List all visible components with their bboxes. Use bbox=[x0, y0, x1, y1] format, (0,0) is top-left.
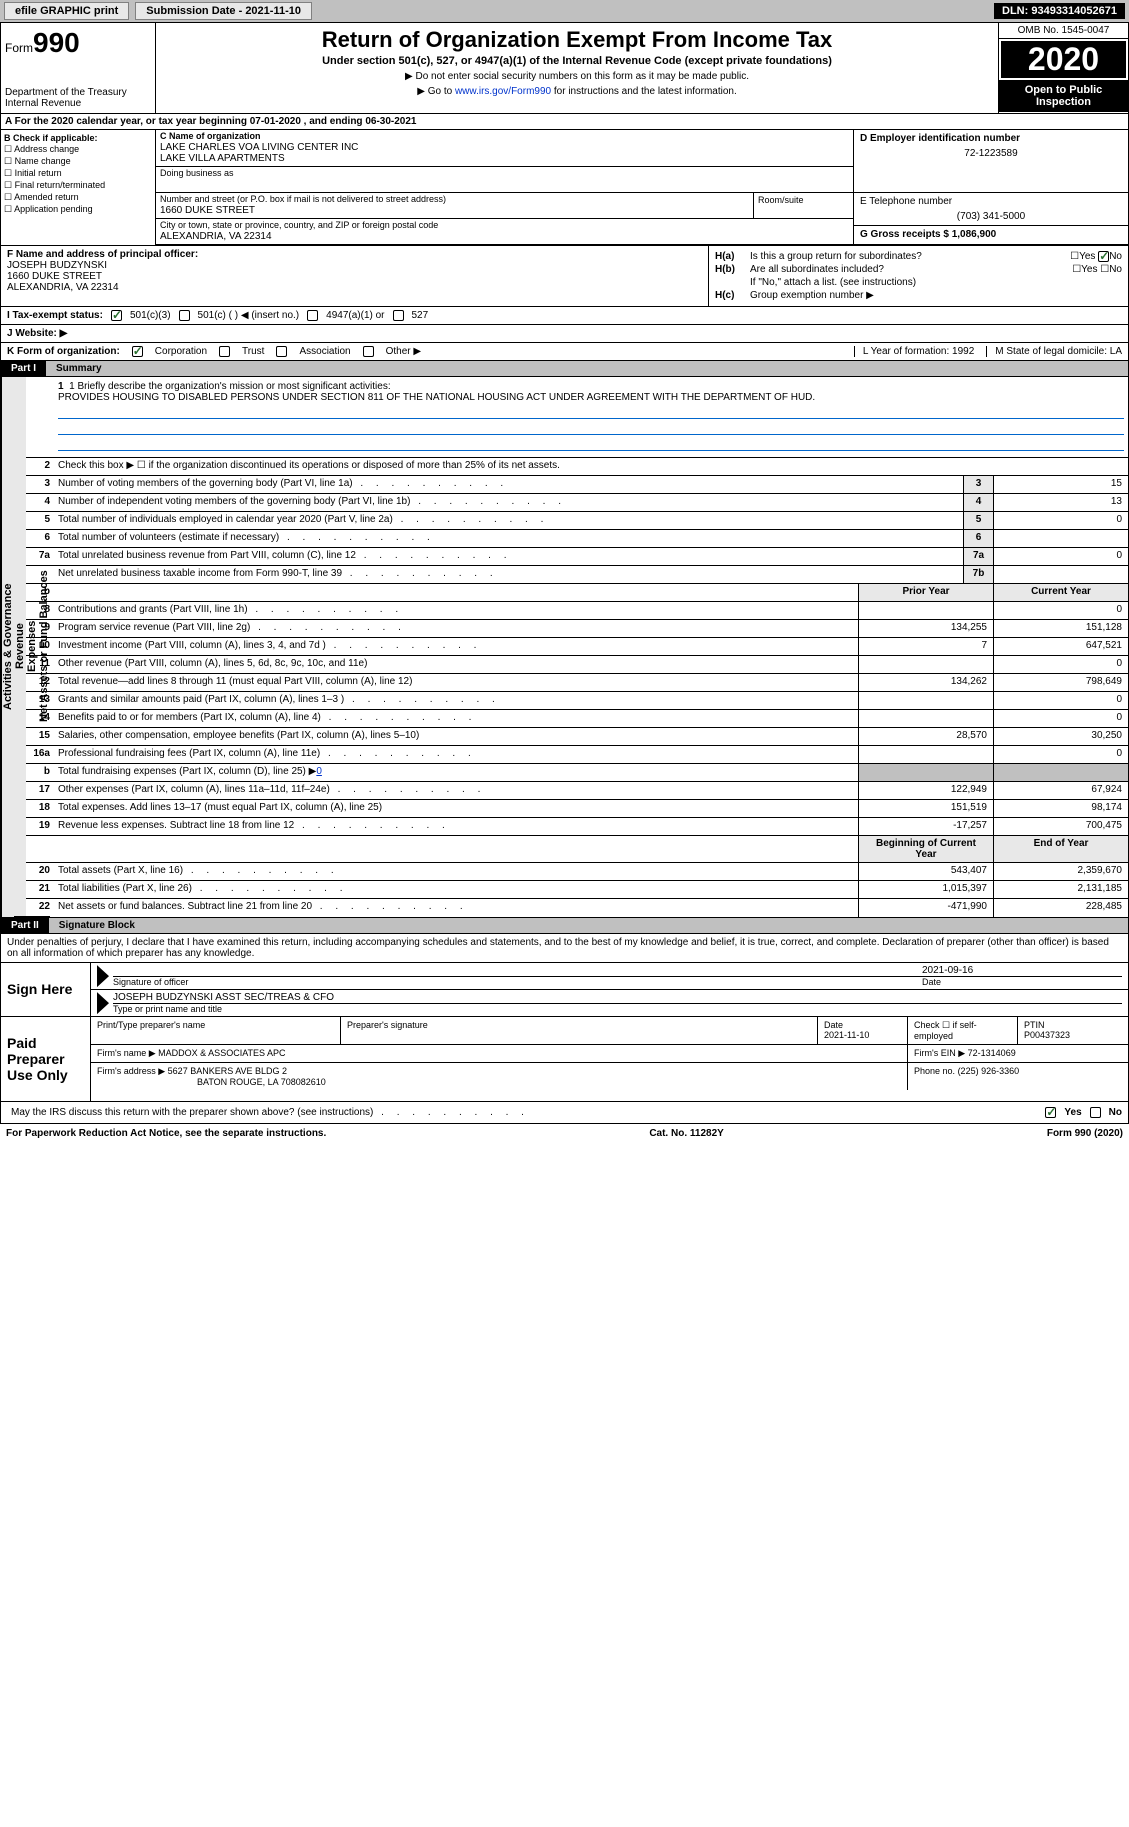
val-4: 13 bbox=[993, 494, 1128, 511]
preparer-date: 2021-11-10 bbox=[824, 1030, 869, 1040]
year-formation: L Year of formation: 1992 bbox=[854, 346, 974, 357]
state-domicile: M State of legal domicile: LA bbox=[986, 346, 1122, 357]
instructions-link-line: ▶ Go to www.irs.gov/Form990 for instruct… bbox=[166, 86, 988, 97]
side-revenue: Revenue bbox=[14, 377, 26, 917]
ein-label: D Employer identification number bbox=[860, 133, 1122, 144]
end-year-header: End of Year bbox=[993, 836, 1128, 862]
page-footer: For Paperwork Reduction Act Notice, see … bbox=[0, 1124, 1129, 1143]
website-row: J Website: ▶ bbox=[0, 325, 1129, 343]
form-header: Form990 Department of the Treasury Inter… bbox=[0, 22, 1129, 114]
discuss-yes-checkbox[interactable] bbox=[1045, 1107, 1056, 1118]
open-to-public: Open to Public Inspection bbox=[999, 80, 1128, 112]
org-name: LAKE CHARLES VOA LIVING CENTER INC LAKE … bbox=[156, 142, 853, 166]
val-3: 15 bbox=[993, 476, 1128, 493]
val-5: 0 bbox=[993, 512, 1128, 529]
officer-name: JOSEPH BUDZYNSKI bbox=[7, 260, 702, 271]
beginning-year-header: Beginning of Current Year bbox=[858, 836, 993, 862]
info-block-bcde: B Check if applicable: ☐ Address change … bbox=[0, 130, 1129, 246]
side-expenses: Expenses bbox=[26, 377, 38, 917]
4947-checkbox[interactable] bbox=[307, 310, 318, 321]
arrow-icon bbox=[97, 992, 109, 1014]
phone-value: (703) 341-5000 bbox=[860, 211, 1122, 222]
tax-exempt-status-row: I Tax-exempt status: 501(c)(3) 501(c) ( … bbox=[0, 307, 1129, 325]
side-net-assets: Net Assets or Fund Balances bbox=[38, 377, 50, 917]
perjury-declaration: Under penalties of perjury, I declare th… bbox=[1, 934, 1128, 962]
val-7a: 0 bbox=[993, 548, 1128, 565]
arrow-icon bbox=[97, 965, 109, 987]
org-name-label: C Name of organization bbox=[156, 130, 853, 142]
signature-block: Under penalties of perjury, I declare th… bbox=[0, 934, 1129, 1124]
form-title: Return of Organization Exempt From Incom… bbox=[166, 27, 988, 53]
sign-here-label: Sign Here bbox=[1, 963, 91, 1016]
trust-checkbox[interactable] bbox=[219, 346, 230, 357]
city-label: City or town, state or province, country… bbox=[156, 219, 853, 231]
current-year-header: Current Year bbox=[993, 584, 1128, 601]
box-b: B Check if applicable: ☐ Address change … bbox=[1, 130, 156, 245]
ssn-warning: ▶ Do not enter social security numbers o… bbox=[166, 71, 988, 82]
calendar-year-line: A For the 2020 calendar year, or tax yea… bbox=[0, 114, 1129, 130]
gross-receipts: G Gross receipts $ 1,086,900 bbox=[854, 226, 1128, 243]
signature-date: 2021-09-16 bbox=[922, 965, 1122, 976]
corporation-checkbox[interactable] bbox=[132, 346, 143, 357]
form-of-org-row: K Form of organization: Corporation Trus… bbox=[0, 343, 1129, 361]
phone-label: E Telephone number bbox=[860, 196, 1122, 207]
part-1-header: Part I Summary bbox=[0, 361, 1129, 377]
part-2-header: Part II Signature Block bbox=[0, 918, 1129, 934]
paid-preparer-label: Paid Preparer Use Only bbox=[1, 1017, 91, 1101]
discuss-no-checkbox[interactable] bbox=[1090, 1107, 1101, 1118]
efile-top-bar: efile GRAPHIC print Submission Date - 20… bbox=[0, 0, 1129, 22]
group-return-no-checkbox[interactable] bbox=[1098, 251, 1109, 262]
room-label: Room/suite bbox=[753, 193, 853, 218]
val-6 bbox=[993, 530, 1128, 547]
527-checkbox[interactable] bbox=[393, 310, 404, 321]
prior-year-header: Prior Year bbox=[858, 584, 993, 601]
association-checkbox[interactable] bbox=[276, 346, 287, 357]
firm-ein: 72-1314069 bbox=[968, 1048, 1016, 1058]
summary-table: Activities & Governance Revenue Expenses… bbox=[0, 377, 1129, 918]
ein-value: 72-1223589 bbox=[860, 148, 1122, 159]
val-7b bbox=[993, 566, 1128, 583]
other-checkbox[interactable] bbox=[363, 346, 374, 357]
firm-name: MADDOX & ASSOCIATES APC bbox=[158, 1048, 285, 1058]
dln-label: DLN: 93493314052671 bbox=[994, 3, 1125, 19]
dba-label: Doing business as bbox=[156, 167, 853, 179]
officer-name-title: JOSEPH BUDZYNSKI ASST SEC/TREAS & CFO bbox=[113, 992, 1122, 1003]
street-value: 1660 DUKE STREET bbox=[156, 205, 753, 218]
instructions-link[interactable]: www.irs.gov/Form990 bbox=[455, 86, 551, 97]
mission-text: PROVIDES HOUSING TO DISABLED PERSONS UND… bbox=[58, 392, 1124, 403]
side-governance: Activities & Governance bbox=[2, 377, 14, 917]
firm-phone: (225) 926-3360 bbox=[958, 1066, 1020, 1076]
501c-checkbox[interactable] bbox=[179, 310, 190, 321]
submission-date-button[interactable]: Submission Date - 2021-11-10 bbox=[135, 2, 312, 20]
501c3-checkbox[interactable] bbox=[111, 310, 122, 321]
efile-print-button[interactable]: efile GRAPHIC print bbox=[4, 2, 129, 20]
omb-number: OMB No. 1545-0047 bbox=[999, 23, 1128, 39]
tax-year: 2020 bbox=[1001, 41, 1126, 78]
department-label: Department of the Treasury Internal Reve… bbox=[5, 87, 151, 109]
city-value: ALEXANDRIA, VA 22314 bbox=[156, 231, 853, 244]
form-subtitle: Under section 501(c), 527, or 4947(a)(1)… bbox=[166, 55, 988, 67]
ptin-value: P00437323 bbox=[1024, 1030, 1070, 1040]
info-block-fh: F Name and address of principal officer:… bbox=[0, 246, 1129, 307]
street-label: Number and street (or P.O. box if mail i… bbox=[156, 193, 753, 205]
form-number: Form990 bbox=[5, 27, 151, 59]
